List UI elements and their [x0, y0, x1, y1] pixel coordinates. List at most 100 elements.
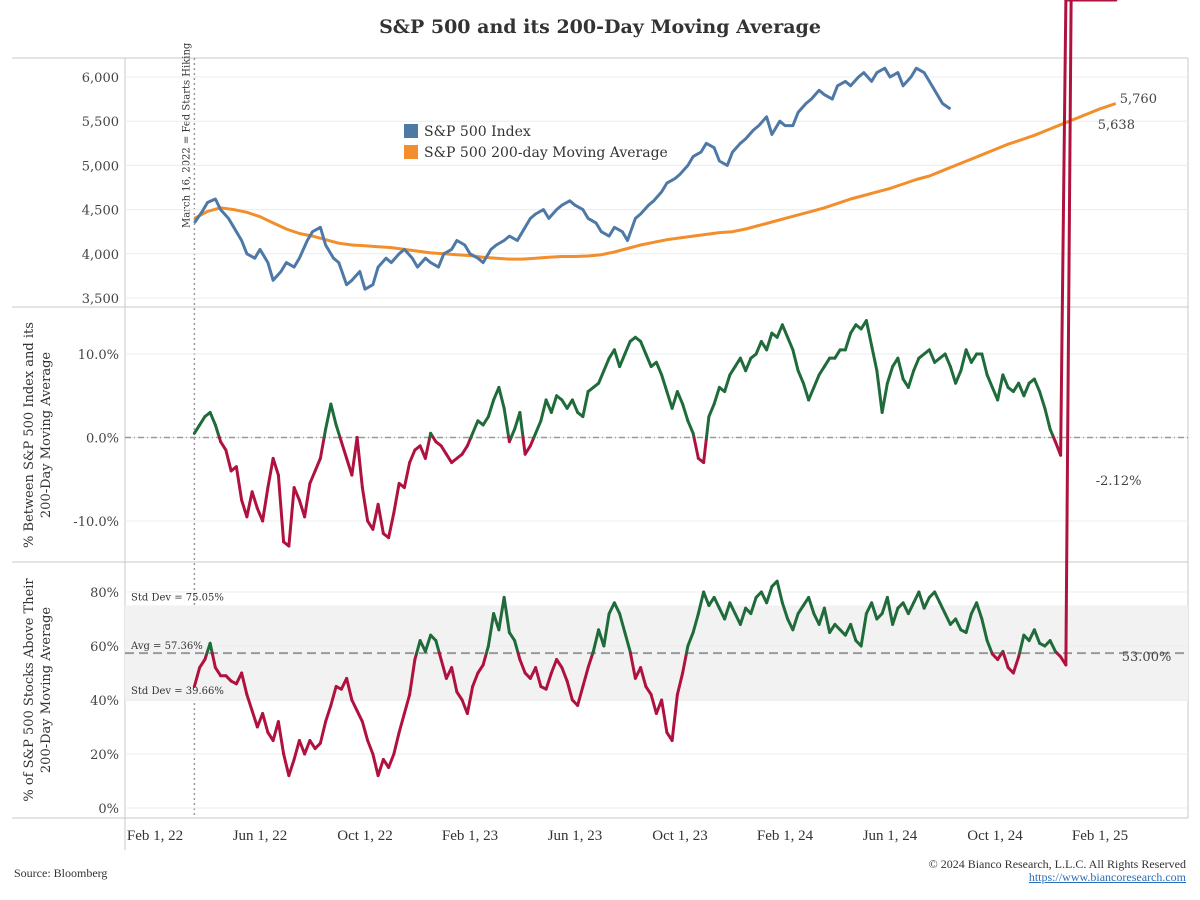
spread-line-segment [521, 436, 527, 456]
spread-line-segment [250, 490, 259, 510]
spread-line-segment [849, 323, 858, 335]
spread-line-segment [704, 415, 711, 439]
breadth-line-segment [975, 601, 984, 621]
breadth-line-segment [423, 633, 433, 653]
breadth-line-segment [366, 739, 375, 756]
spread-line-segment [875, 369, 884, 414]
spread-line-segment [1059, 0, 1068, 457]
y-tick-label: 40% [90, 694, 119, 709]
y-tick-label: 3,500 [82, 292, 119, 307]
breadth-line-segment [318, 720, 328, 745]
breadth-line-segment [387, 752, 396, 769]
breadth-line-segment [486, 612, 496, 648]
spread-line-segment [408, 448, 417, 465]
chart-title: S&P 500 and its 200-Day Moving Average [379, 16, 821, 38]
breadth-line-segment [612, 601, 622, 616]
breadth-line-segment [408, 658, 417, 697]
source-note: Source: Bloomberg [14, 866, 108, 880]
spread-line-segment [654, 360, 664, 377]
breadth-line-segment [497, 595, 506, 632]
spread-line-segment [885, 365, 895, 385]
breadth-line-segment [439, 658, 448, 680]
spx-end-label: 5,638 [1098, 118, 1135, 133]
spread-line-segment [786, 335, 795, 352]
y-tick-label: 4,500 [82, 204, 119, 219]
breadth-line-segment [576, 685, 585, 707]
spread-line-segment [702, 436, 708, 465]
spread-line-segment [765, 331, 774, 352]
breadth-line-segment [549, 658, 559, 675]
breadth-line-segment [1018, 633, 1026, 655]
copyright-text: © 2024 Bianco Research, L.L.C. All Right… [928, 857, 1186, 871]
spread-line-segment [402, 461, 412, 490]
spread-line-segment [481, 415, 490, 427]
spread-line-segment [497, 385, 506, 410]
spread-line-segment [670, 390, 679, 410]
breadth-line-segment [891, 606, 900, 626]
spread-line-segment [812, 373, 821, 389]
y-tick-label: 4,000 [82, 248, 119, 263]
spread-line-segment [308, 469, 317, 485]
spread-line-segment [707, 402, 716, 419]
spread-line-segment [665, 390, 674, 410]
y-axis-label: % Between S&P 500 Index and its [22, 322, 37, 548]
breadth-line-segment [282, 752, 291, 778]
spread-line-segment [324, 402, 333, 431]
spread-line-segment [738, 356, 748, 373]
x-tick-label: Feb 1, 24 [757, 828, 814, 844]
y-tick-label: 5,000 [82, 159, 119, 174]
breadth-line-segment [555, 658, 564, 670]
spread-line-segment [712, 385, 721, 406]
breadth-line-segment [329, 685, 338, 707]
breadth-line-segment [371, 752, 380, 778]
breadth-line-segment [917, 590, 926, 610]
y-tick-label: 5,500 [82, 115, 119, 130]
spread-line-segment [549, 394, 559, 414]
legend-label-ma: S&P 500 200-day Moving Average [424, 145, 668, 161]
breadth-line-segment [623, 631, 632, 653]
breadth-line-segment [198, 658, 207, 670]
breadth-line-segment [686, 631, 695, 648]
legend-swatch-spx [404, 124, 418, 138]
spread-line-segment [843, 331, 853, 352]
ma-line [193, 102, 1117, 261]
average-label: Avg = 57.36% [130, 641, 203, 652]
breadth-line-segment [681, 651, 688, 675]
spread-line-segment [796, 369, 805, 385]
spread-line-segment [602, 356, 611, 373]
breadth-line-segment [822, 606, 832, 634]
spread-line-segment [339, 440, 349, 460]
breadth-line-segment [644, 685, 653, 697]
breadth-line-segment [324, 703, 333, 724]
spread-line-segment [1043, 406, 1052, 431]
x-axis: Feb 1, 22 Jun 1, 22 Oct 1, 22 Feb 1, 23 Jun … [127, 828, 1128, 844]
spread-line-segment [245, 490, 254, 519]
spread-line-segment [959, 348, 968, 373]
spread-line-segment [313, 456, 322, 473]
spread-line-segment [528, 436, 536, 448]
breadth-line-segment [1064, 0, 1073, 667]
spread-line-segment [219, 440, 228, 452]
website-link[interactable]: https://www.biancoresearch.com [1028, 870, 1186, 884]
breadth-line-segment [345, 676, 354, 702]
spread-line-segment [1001, 373, 1010, 389]
breadth-line-segment [796, 604, 805, 616]
x-tick-label: Feb 1, 23 [442, 828, 498, 844]
spread-line-segment [780, 323, 790, 339]
spread-line-segment [639, 339, 648, 356]
breadth-line-segment [712, 595, 721, 610]
breadth-line-segment [618, 612, 627, 634]
breadth-line-segment [360, 720, 370, 742]
spread-line-segment [276, 473, 286, 544]
breadth-line-segment [476, 663, 485, 675]
breadth-line-segment [240, 671, 249, 697]
ma-end-label: 5,760 [1120, 92, 1157, 107]
y-tick-label: 80% [90, 586, 119, 601]
spread-line-segment [870, 344, 879, 373]
breadth-line-segment [481, 651, 488, 667]
spread-line-segment [287, 486, 296, 548]
spread-line-segment [912, 356, 921, 373]
spread-line-segment [723, 373, 732, 394]
spread-panel: -10.0% 0.0% 10.0% % Between S&P 500 Index a… [22, 0, 1188, 548]
spread-line-segment [224, 448, 233, 473]
